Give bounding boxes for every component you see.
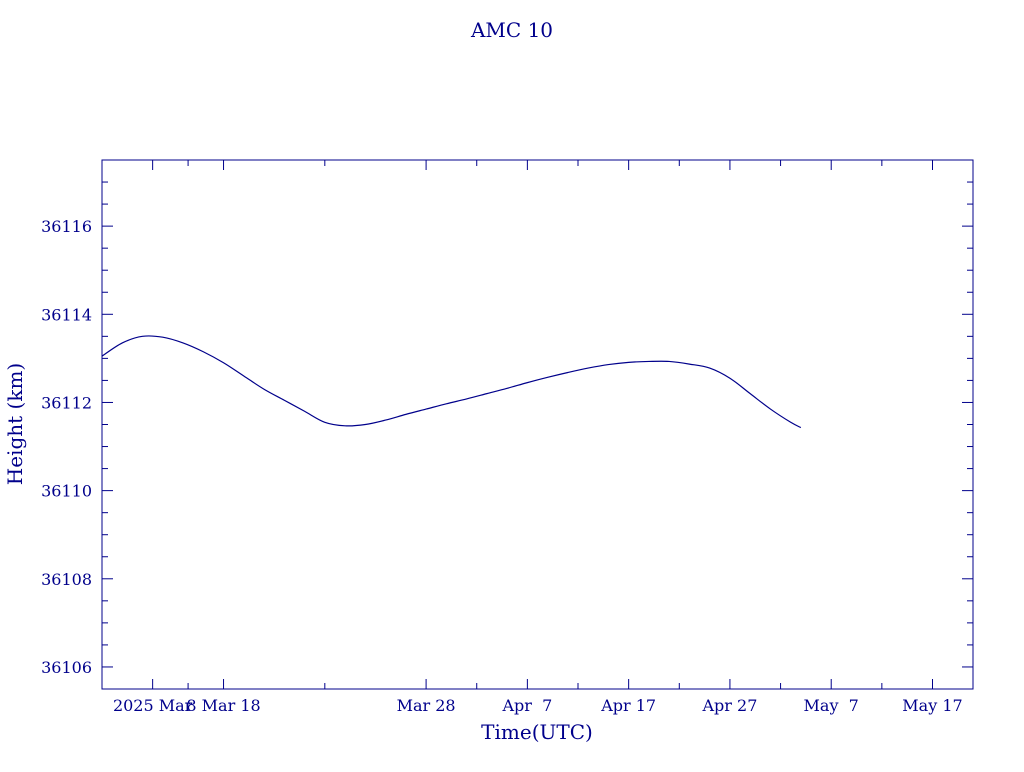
y-tick-label: 36106 (41, 658, 92, 677)
y-tick-label: 36112 (41, 393, 92, 412)
y-tick-label: 36110 (41, 482, 92, 501)
x-tick-label: Mar 28 (397, 696, 456, 715)
x-tick-label: Apr 27 (701, 696, 757, 715)
plot-frame (101, 159, 974, 690)
x-tick-label: 2025 Mar (113, 696, 193, 715)
y-tick-label: 36116 (41, 217, 92, 236)
x-tick-label: Apr 7 (501, 696, 552, 715)
y-tick-label: 36114 (41, 305, 92, 324)
y-axis-label: Height (km) (3, 363, 27, 485)
x-tick-label: May 17 (902, 696, 962, 715)
x-axis-label: Time(UTC) (481, 720, 593, 744)
axis-ticks (101, 159, 973, 690)
y-tick-label: 36108 (41, 570, 92, 589)
height-series-line (101, 335, 802, 429)
axis-tick-labels: 36106 36108 36110 36112 36114 36116 2025 Mar8 … (41, 217, 963, 715)
x-tick-label: May 7 (804, 696, 859, 715)
x-tick-label: Apr 17 (600, 696, 656, 715)
x-tick-label: 8 Mar 18 (186, 696, 260, 715)
chart-title: AMC 10 (470, 18, 553, 42)
